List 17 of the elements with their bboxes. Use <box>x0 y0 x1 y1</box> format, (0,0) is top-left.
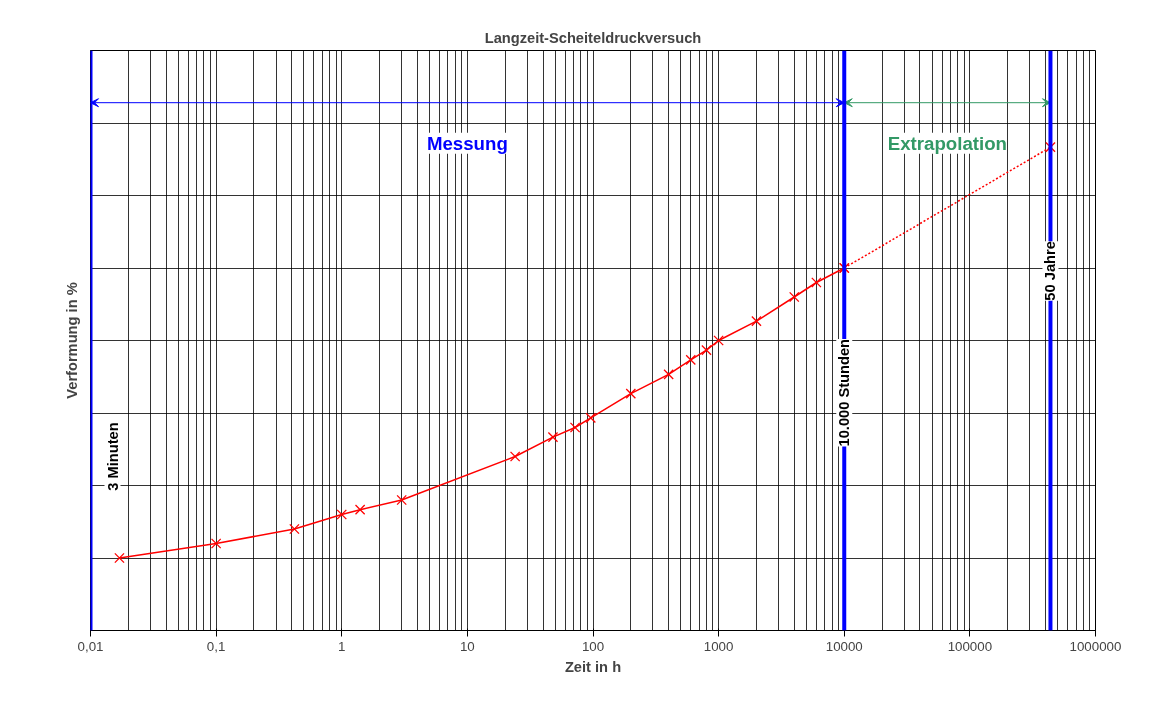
ref-line-label: 50 Jahre <box>1042 241 1059 301</box>
x-tick-label: 100 <box>581 638 605 654</box>
x-tick-label: 10000 <box>825 638 863 654</box>
ref-line-label: 3 Minuten <box>104 422 121 491</box>
x-tick-label: 1000000 <box>1069 638 1122 654</box>
x-tick-label: 0,1 <box>206 638 226 654</box>
annotation: Extrapolation <box>887 132 1007 154</box>
x-tick-label: 0,01 <box>77 638 104 654</box>
ref-line-label: 10.000 Stunden <box>836 338 853 447</box>
x-axis-title: Zeit in h <box>564 658 622 675</box>
x-tick-label: 1000 <box>703 638 734 654</box>
annotation: Messung <box>426 132 508 154</box>
chart-title: Langzeit-Scheiteldruckversuch <box>484 29 702 46</box>
x-tick-label: 10 <box>459 638 475 654</box>
x-tick-label: 1 <box>338 638 346 654</box>
x-tick-label: 100000 <box>947 638 993 654</box>
y-axis-title: Verformung in % <box>63 282 80 399</box>
